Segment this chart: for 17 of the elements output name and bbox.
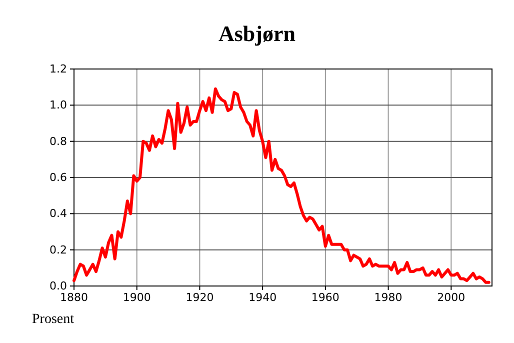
- x-tick-label: 1880: [60, 290, 88, 304]
- chart-title: Asbjørn: [218, 21, 296, 46]
- x-tick-label: 1900: [122, 290, 151, 304]
- y-tick-label: 0.2: [50, 243, 67, 256]
- x-tick-label: 2000: [437, 290, 466, 304]
- line-series: [72, 87, 490, 284]
- y-axis-title: Prosent: [32, 312, 74, 327]
- y-tick-label: 1.2: [50, 62, 67, 76]
- y-tick-label: 1.0: [50, 98, 67, 112]
- x-tick-label: 1940: [248, 290, 277, 304]
- y-tick-label: 0.8: [50, 134, 67, 148]
- x-tick-label: 1920: [186, 290, 214, 304]
- y-tick-label: 0.0: [50, 280, 67, 293]
- x-tick-label: 1960: [311, 290, 340, 304]
- x-tick-label: 1980: [374, 290, 402, 304]
- y-tick-label: 0.4: [50, 207, 67, 220]
- y-tick-label: 0.6: [50, 171, 67, 184]
